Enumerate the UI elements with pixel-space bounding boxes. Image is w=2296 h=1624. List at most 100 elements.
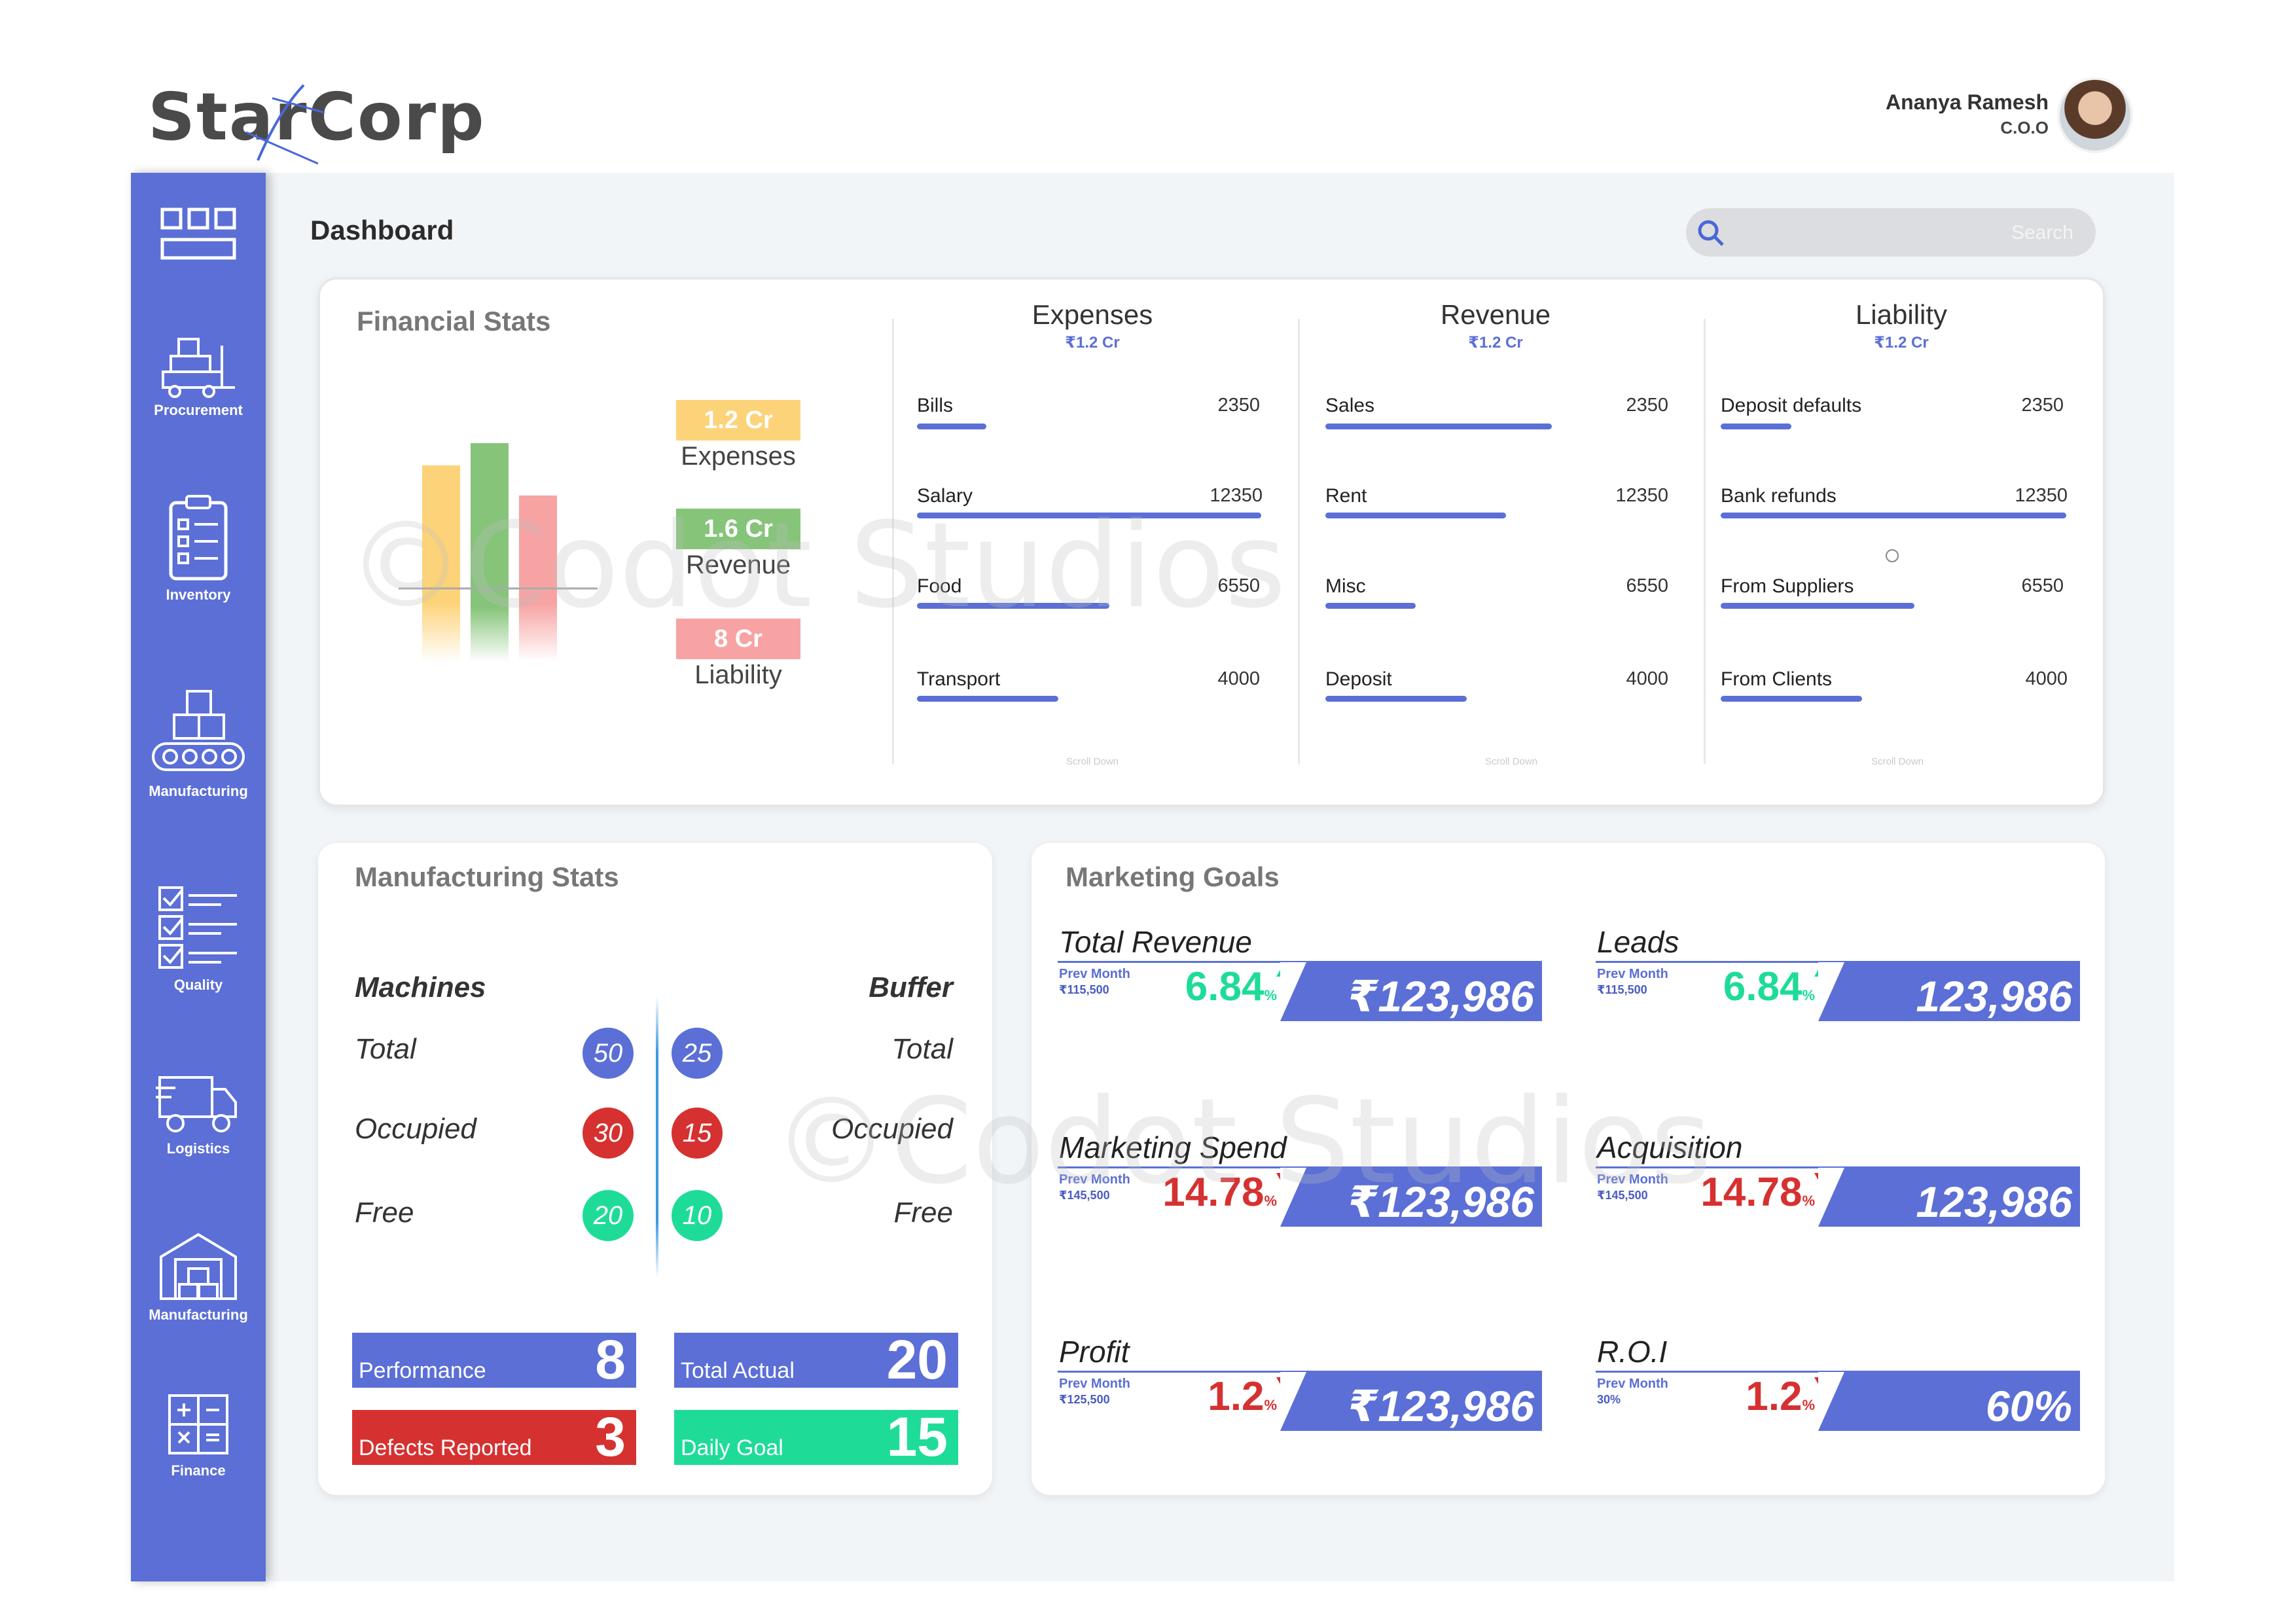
fin-row-value: 4000: [1626, 668, 1668, 689]
avatar[interactable]: [2057, 77, 2133, 153]
watermark: ©Codot Studios: [347, 497, 1287, 634]
sidebar-item-logistics[interactable]: Logistics: [131, 1071, 266, 1157]
goal-value: 60%: [1985, 1382, 2072, 1430]
performance-tile[interactable]: Performance 8: [352, 1329, 636, 1390]
sidebar-item-label: Inventory: [166, 586, 231, 603]
sidebar-item-quality[interactable]: Quality: [131, 884, 266, 994]
goal-value-box: 123,986: [1818, 962, 2080, 1021]
fin-row-value: 12350: [1210, 485, 1263, 506]
goal-box-notch: [1818, 962, 1844, 1021]
fin-row-label: Bank refunds: [1721, 485, 1837, 507]
expenses-badge-label: Expenses: [681, 442, 796, 471]
liability-bar: [519, 496, 557, 662]
grid-icon: [160, 208, 236, 260]
fin-row-label: Transport: [917, 668, 1001, 690]
goal-prev-label: Prev Month: [1597, 1172, 1668, 1187]
marketing-goal[interactable]: R.O.I Prev Month 30% 1.2% 60%: [1596, 1334, 2080, 1452]
scroll-down-hint[interactable]: Scroll Down: [1066, 756, 1119, 767]
sidebar-item-apps[interactable]: [131, 207, 266, 266]
goal-change: 14.78%: [1700, 1169, 1815, 1216]
search-icon[interactable]: [1696, 219, 1725, 247]
goal-title: Marketing Spend: [1059, 1130, 1287, 1164]
search-bar[interactable]: [1686, 208, 2096, 257]
revenue-badge: 1.6 Cr: [676, 509, 800, 549]
goal-box-notch: [1280, 962, 1306, 1021]
scroll-down-hint[interactable]: Scroll Down: [1871, 756, 1924, 767]
goal-prev-value: ₹115,500: [1597, 983, 1647, 996]
sidebar-item-warehouse[interactable]: Manufacturing: [131, 1231, 266, 1324]
machines-occupied-count: 30: [583, 1108, 634, 1159]
sidebar-item-manufacturing[interactable]: Manufacturing: [131, 687, 266, 800]
fin-row-bar: [1721, 696, 1862, 702]
fin-row-label: From Clients: [1721, 668, 1833, 690]
sidebar-item-label: Logistics: [166, 1140, 230, 1157]
tile-label: Total Actual: [681, 1358, 795, 1383]
sidebar-item-inventory[interactable]: Inventory: [131, 494, 266, 604]
calculator-icon: [168, 1394, 228, 1454]
fin-row-bar: [917, 513, 1261, 518]
fin-row-label: From Suppliers: [1721, 575, 1854, 597]
goal-value-box: ₹123,986: [1280, 1168, 1542, 1227]
goal-prev-value: ₹115,500: [1059, 983, 1109, 996]
fin-row-bar: [917, 696, 1058, 702]
goal-change: 1.2%: [1746, 1373, 1815, 1420]
revenue-badge-label: Revenue: [685, 550, 791, 579]
total-actual-tile[interactable]: Total Actual 20: [674, 1329, 958, 1390]
scroll-down-hint[interactable]: Scroll Down: [1484, 756, 1538, 767]
goal-change-unit: %: [1802, 987, 1815, 1003]
goal-value: ₹123,986: [1348, 1178, 1535, 1226]
defects-reported-tile[interactable]: Defects Reported 3: [352, 1406, 636, 1468]
tile-label: Performance: [359, 1358, 486, 1383]
goal-underline: [1596, 1371, 2080, 1373]
goal-value: 123,986: [1916, 1178, 2072, 1226]
sidebar-item-procurement[interactable]: Procurement: [131, 335, 266, 419]
machines-heading: Machines: [355, 971, 486, 1003]
goal-change-unit: %: [1802, 1193, 1815, 1209]
goal-prev-label: Prev Month: [1059, 1377, 1130, 1391]
sidebar-item-finance[interactable]: Finance: [131, 1393, 266, 1479]
daily-goal-tile[interactable]: Daily Goal 15: [674, 1406, 958, 1468]
goal-underline: [1596, 1166, 2080, 1168]
cursor-ring-icon: [1886, 549, 1899, 562]
fin-row-bar: [1721, 513, 2066, 518]
financial-stats-title: Financial Stats: [357, 306, 551, 336]
fin-row-bar: [1325, 696, 1467, 702]
search-input[interactable]: [1745, 215, 2075, 251]
goal-prev-label: Prev Month: [1597, 1377, 1668, 1391]
goal-prev-value: 30%: [1597, 1393, 1621, 1406]
tile-label: Defects Reported: [359, 1435, 532, 1460]
machines-total-label: Total: [355, 1033, 416, 1065]
sidebar-item-label: Manufacturing: [149, 1307, 248, 1323]
goal-box-notch: [1818, 1168, 1844, 1227]
divider: [656, 996, 658, 1278]
marketing-goal[interactable]: Profit Prev Month ₹125,500 1.2% ₹123,986: [1058, 1334, 1542, 1452]
brand-logo[interactable]: StarCorp: [148, 72, 484, 170]
fin-row-bar: [917, 424, 986, 429]
buffer-occupied-label: Occupied: [831, 1113, 953, 1145]
goal-prev-value: ₹145,500: [1059, 1189, 1110, 1202]
sidebar-item-label: Manufacturing: [149, 783, 248, 799]
marketing-goal[interactable]: Total Revenue Prev Month ₹115,500 6.84% ₹123…: [1058, 924, 1542, 1042]
fin-row-value: 12350: [2015, 485, 2068, 506]
expenses-column-title: Expenses: [1031, 299, 1153, 330]
buffer-heading: Buffer: [869, 971, 953, 1003]
goal-underline: [1058, 961, 1542, 963]
goal-change-unit: %: [1264, 1397, 1277, 1413]
goal-title: Profit: [1059, 1335, 1130, 1369]
marketing-goal[interactable]: Marketing Spend Prev Month ₹145,500 14.78% ₹…: [1058, 1130, 1542, 1248]
tile-value: 8: [595, 1329, 626, 1390]
financial-stats-card: Financial Stats 1.2 Cr Expenses 1.6 Cr R…: [318, 278, 2105, 806]
sidebar: Procurement Inventory Manufacturing: [131, 173, 266, 1581]
fin-row-label: Deposit: [1325, 668, 1392, 690]
clipboard-icon: [169, 495, 228, 581]
fin-row-value: 2350: [1217, 395, 1260, 416]
sidebar-item-label: Finance: [171, 1462, 226, 1479]
buffer-total-label: Total: [891, 1033, 953, 1065]
fin-row-value: 6550: [1217, 575, 1260, 596]
goal-value-box: 60%: [1818, 1372, 2080, 1431]
goal-box-notch: [1280, 1372, 1306, 1431]
goal-change-unit: %: [1802, 1397, 1815, 1413]
goal-title: Total Revenue: [1059, 925, 1252, 959]
